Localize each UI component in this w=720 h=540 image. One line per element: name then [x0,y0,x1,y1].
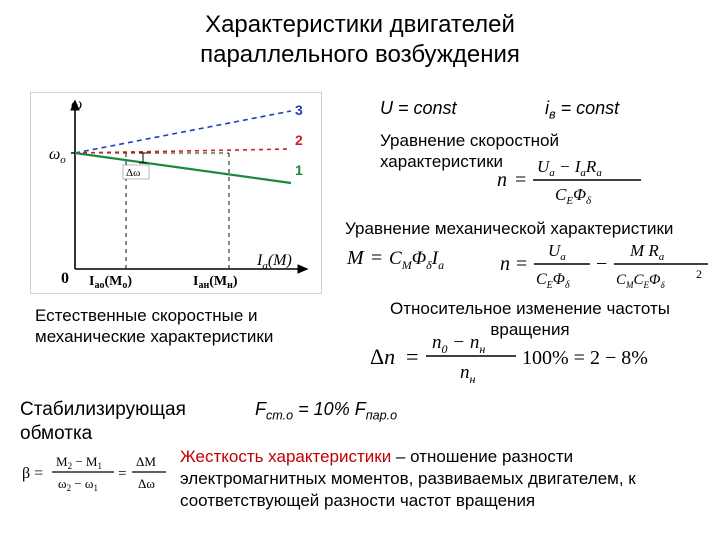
iv-const: iв = const [545,98,619,122]
svg-text:M2 − M1: M2 − M1 [56,454,102,471]
svg-text:ΔM: ΔM [136,454,156,469]
svg-text:=: = [515,169,526,191]
label-nat-char: Естественные скоростные и механические х… [35,305,305,348]
title-line2: параллельного возбуждения [200,41,520,68]
svg-text:2: 2 [295,132,303,148]
svg-text:Δω: Δω [138,476,155,491]
svg-text:Iao(Mo): Iao(Mo) [89,274,132,291]
svg-text:=: = [516,253,527,275]
svg-text:Ua − IaRa: Ua − IaRa [537,157,602,179]
svg-text:n0 − nн: n0 − nн [432,332,485,356]
svg-text:−: − [596,253,607,275]
const-conditions: U = const iв = const [380,98,700,122]
svg-text:=: = [118,466,126,482]
formula-delta-n: Δn = n0 − nн nн 100% = 2 − 8% [370,328,690,383]
svg-text:Ua: Ua [548,241,566,263]
svg-text:1: 1 [295,162,303,178]
svg-text:nн: nн [460,362,476,383]
svg-text:n: n [500,253,510,275]
svg-text:Δω: Δω [126,167,140,179]
characteristics-chart: Δω 3 2 1 ω ωo 0 Ia(M) Iao(Mo) Iан(Mн) [30,92,322,294]
svg-text:0: 0 [61,270,69,287]
svg-text:ω: ω [71,96,82,113]
svg-text:n: n [497,169,507,191]
label-stab-winding: Стабилизирующая обмотка [20,398,220,446]
svg-text:ω2 − ω1: ω2 − ω1 [58,476,98,493]
svg-text:β =: β = [22,465,43,482]
title-line1: Характеристики двигателей [205,11,515,38]
svg-text:M Ra: M Ra [629,241,665,263]
slide-title: Характеристики двигателей параллельного … [0,10,720,70]
svg-text:Δn: Δn [370,344,395,369]
svg-text:2: 2 [696,267,702,281]
stiffness-key: Жесткость характеристики [180,447,391,466]
svg-text:3: 3 [295,102,303,118]
svg-text:CMCEΦδ: CMCEΦδ [616,272,665,290]
formula-moment: M = CMΦδIa [345,238,485,278]
formula-beta: β = M2 − M1 ω2 − ω1 = ΔM Δω [22,450,172,495]
svg-text:CEΦδ: CEΦδ [536,271,570,291]
svg-text:=: = [371,247,382,269]
formula-speed: n = Ua − IaRa CEΦδ [495,152,645,207]
svg-text:ωo: ωo [49,146,66,166]
svg-text:CEΦδ: CEΦδ [555,185,592,207]
stiffness-definition: Жесткость характеристики – отношение раз… [180,446,700,512]
label-fst: Fст.о = 10% Fпар.о [255,398,455,424]
svg-text:M: M [346,247,365,269]
svg-text:Iан(Mн): Iан(Mн) [193,274,238,291]
u-const: U = const [380,98,540,119]
svg-text:CMΦδIa: CMΦδIa [389,248,444,272]
svg-text:100% = 2 − 8%: 100% = 2 − 8% [522,347,648,369]
formula-mechanical: n = Ua CEΦδ − M Ra CMCEΦδ 2 [500,236,710,291]
svg-text:=: = [406,344,418,369]
